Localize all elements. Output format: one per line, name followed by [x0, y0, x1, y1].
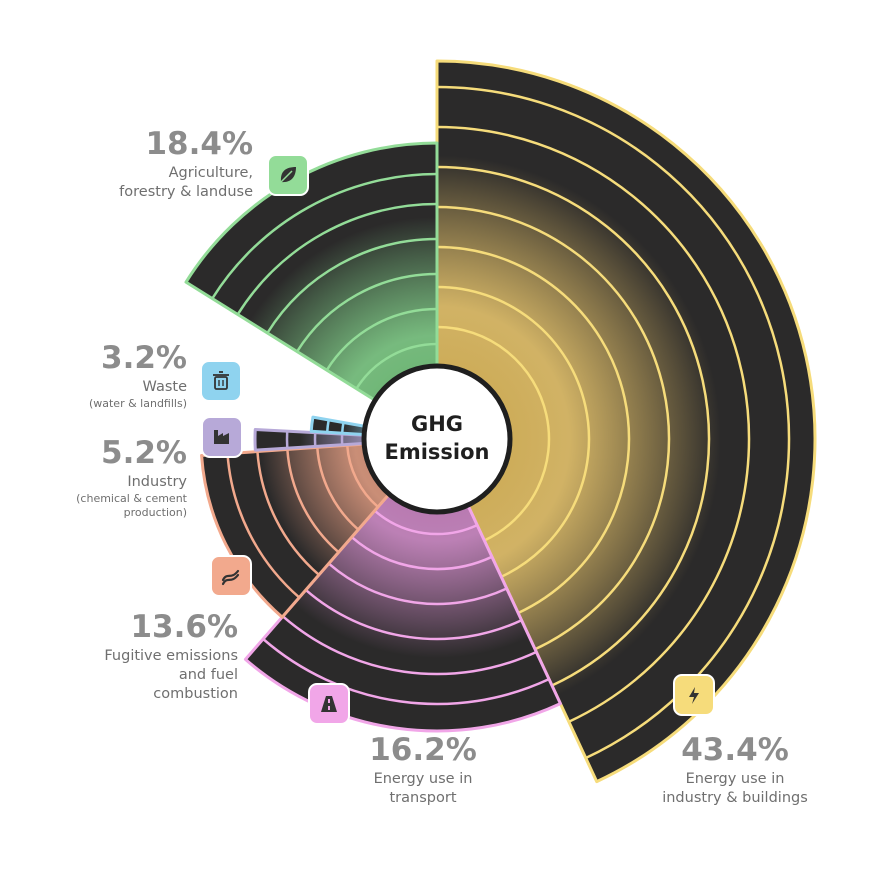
- flame-icon: [210, 555, 252, 597]
- label-transport: 16.2% Energy use in transport: [369, 732, 477, 806]
- sector-agriculture-ring: [236, 202, 438, 316]
- sector-transport-ring: [262, 638, 550, 706]
- category-label: Waste: [143, 379, 188, 395]
- label-industry: 5.2% Industry (chemical & cementproduction…: [76, 435, 188, 519]
- value-label: 5.2%: [101, 435, 187, 471]
- value-label: 18.4%: [145, 126, 253, 162]
- category-label: forestry & landuse: [119, 184, 253, 200]
- sector-fugitive-ring: [256, 451, 320, 576]
- category-sublabel: production): [124, 506, 187, 519]
- category-label: and fuel: [179, 667, 238, 683]
- sector-waste-ring: [325, 419, 330, 433]
- sector-agriculture-ring: [266, 237, 438, 334]
- leaf-icon: [267, 154, 309, 196]
- road-icon: [308, 683, 350, 725]
- sector-fugitive-ring: [286, 449, 340, 554]
- factory-icon: [201, 416, 243, 458]
- sector-waste-ring: [340, 422, 345, 434]
- category-label: Energy use in: [374, 771, 473, 787]
- label-fugitive: 13.6% Fugitive emissions and fuel combustio…: [104, 609, 238, 702]
- value-label: 43.4%: [681, 732, 789, 768]
- sector-fugitive-ring: [316, 447, 360, 531]
- sector-transport-ring: [350, 536, 493, 571]
- sector-waste: [309, 415, 370, 437]
- category-label: Industry: [127, 474, 187, 490]
- value-label: 3.2%: [101, 340, 187, 376]
- sector-transport-ring: [304, 588, 523, 641]
- sector-industry-buildings-ring: [436, 85, 791, 760]
- category-sublabel: (water & landfills): [89, 397, 187, 410]
- sector-agriculture-ring: [355, 342, 438, 390]
- category-label: combustion: [153, 686, 238, 702]
- value-label: 13.6%: [130, 609, 238, 645]
- center-label-line-2: Emission: [385, 440, 490, 464]
- sector-fugitive-ring: [345, 445, 379, 508]
- category-label: Energy use in: [686, 771, 785, 787]
- value-label: 16.2%: [369, 732, 477, 768]
- sector-transport-ring: [282, 615, 537, 676]
- chart-sectors: [184, 59, 817, 784]
- sector-industry-buildings-ring: [436, 285, 591, 578]
- category-label: industry & buildings: [662, 790, 808, 806]
- chart-center: GHG Emission: [361, 363, 513, 515]
- label-agriculture: 18.4% Agriculture, forestry & landuse: [119, 126, 253, 200]
- label-waste: 3.2% Waste (water & landfills): [89, 340, 187, 410]
- category-sublabel: (chemical & cement: [76, 492, 188, 505]
- center-circle: [361, 363, 513, 515]
- sector-industry-buildings-ring: [436, 165, 711, 687]
- category-label: Fugitive emissions: [104, 648, 238, 664]
- sector-transport-ring: [327, 562, 508, 606]
- sector-industry-buildings-ring: [436, 245, 631, 615]
- sector-waste-wedge: [309, 415, 370, 437]
- trash-icon: [200, 360, 242, 402]
- sector-industry-buildings-ring: [436, 125, 751, 723]
- sector-fugitive-ring: [226, 453, 301, 599]
- sector-industry-buildings: [435, 59, 817, 784]
- category-label: transport: [390, 790, 457, 806]
- sector-agriculture-ring: [211, 172, 438, 300]
- label-industry-buildings: 43.4% Energy use in industry & buildings: [662, 732, 808, 806]
- sector-industry-buildings-ring: [436, 325, 551, 542]
- sector-industry-buildings-ring: [436, 205, 671, 651]
- sector-transport-ring: [373, 509, 478, 536]
- sector-agriculture-ring: [296, 272, 438, 353]
- category-label: Agriculture,: [169, 165, 253, 181]
- chart-labels: 43.4% Energy use in industry & buildings 16…: [76, 126, 808, 806]
- sector-transport: [243, 490, 562, 733]
- chart-icons: [200, 154, 715, 725]
- sector-agriculture-ring: [325, 307, 438, 371]
- center-label-line-1: GHG: [411, 412, 463, 436]
- lightning-icon: [673, 674, 715, 716]
